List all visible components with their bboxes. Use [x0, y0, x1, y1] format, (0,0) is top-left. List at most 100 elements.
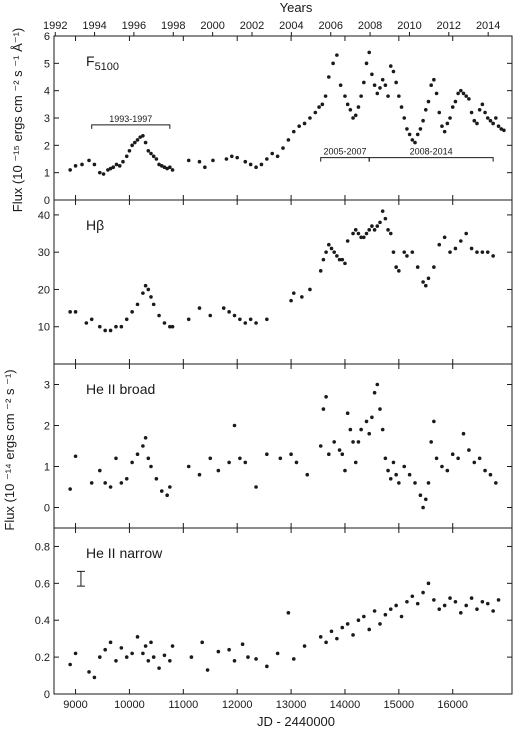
data-point	[388, 477, 393, 481]
data-point	[114, 324, 118, 329]
data-point	[367, 50, 372, 55]
data-point	[149, 295, 153, 299]
data-point	[286, 138, 291, 142]
data-point	[397, 269, 401, 273]
x-tick-label: 12000	[222, 699, 253, 711]
data-point	[108, 485, 113, 489]
data-point	[329, 629, 334, 634]
data-point	[432, 265, 436, 269]
data-point	[432, 419, 436, 424]
data-point	[165, 166, 169, 171]
data-point	[367, 627, 372, 632]
data-point	[356, 105, 361, 109]
data-point	[146, 149, 151, 153]
data-point	[340, 257, 345, 262]
data-point	[327, 75, 331, 79]
data-point	[103, 481, 107, 485]
data-point	[386, 468, 390, 473]
data-point	[216, 468, 221, 473]
data-point	[108, 640, 113, 645]
data-point	[351, 116, 355, 120]
y-tick-label: 0	[44, 195, 50, 207]
data-point	[362, 614, 366, 619]
data-point	[318, 635, 323, 639]
data-point	[480, 599, 485, 604]
data-point	[494, 481, 498, 485]
y-tick-label: 1	[44, 462, 50, 474]
data-point	[73, 454, 78, 459]
data-point	[114, 659, 118, 663]
data-point	[394, 603, 398, 608]
data-point	[265, 664, 269, 669]
data-point	[348, 108, 353, 112]
data-point	[149, 151, 153, 156]
data-point	[238, 456, 242, 461]
data-point	[383, 456, 388, 461]
date-range-bracket	[91, 124, 171, 129]
y-tick-label: 0	[44, 503, 50, 515]
data-point	[491, 254, 495, 258]
data-point	[445, 121, 450, 126]
data-point	[73, 164, 78, 168]
data-point	[434, 91, 439, 96]
data-point	[275, 154, 280, 159]
data-point	[243, 159, 248, 164]
data-point	[254, 165, 258, 169]
data-point	[103, 647, 107, 652]
data-point	[418, 493, 423, 498]
data-point	[356, 440, 361, 444]
y-tick-label: 3	[44, 380, 50, 392]
data-point	[364, 231, 369, 236]
data-point	[459, 611, 463, 615]
data-point	[426, 481, 431, 485]
data-point	[335, 636, 339, 641]
data-point	[232, 659, 237, 663]
data-point	[499, 127, 504, 131]
data-point	[426, 581, 431, 586]
top-x-tick-label: 2000	[200, 20, 224, 32]
data-point	[461, 91, 466, 96]
data-point	[370, 415, 374, 420]
data-point	[197, 306, 202, 310]
data-point	[380, 77, 385, 82]
data-point	[302, 121, 307, 126]
data-point	[119, 646, 124, 650]
data-point	[149, 464, 153, 469]
data-point	[386, 228, 390, 232]
data-point	[418, 127, 423, 131]
data-point	[186, 464, 191, 469]
data-point	[437, 110, 442, 115]
data-point	[477, 456, 482, 461]
data-point	[168, 324, 172, 329]
data-point	[332, 250, 336, 254]
data-point	[345, 411, 350, 416]
data-point	[106, 168, 110, 172]
data-point	[73, 651, 78, 656]
data-point	[491, 609, 495, 613]
data-point	[119, 324, 124, 329]
data-point	[197, 472, 202, 477]
data-point	[127, 149, 132, 153]
data-point	[130, 460, 134, 465]
data-point	[124, 655, 129, 659]
data-point	[472, 118, 477, 123]
data-point	[337, 257, 342, 262]
data-point	[329, 246, 334, 251]
data-point	[317, 105, 321, 109]
data-point	[259, 162, 264, 167]
data-point	[89, 481, 94, 485]
data-point	[343, 468, 347, 473]
date-range-bracket	[320, 157, 370, 162]
data-point	[496, 598, 501, 602]
date-range-bracket	[368, 157, 494, 162]
data-point	[291, 291, 296, 295]
data-point	[68, 168, 72, 172]
data-point	[426, 99, 431, 104]
data-point	[450, 452, 455, 457]
data-point	[345, 239, 350, 243]
data-point	[375, 91, 380, 96]
top-x-tick-label: 2008	[358, 20, 382, 32]
data-point	[494, 116, 498, 120]
data-point	[135, 138, 140, 142]
